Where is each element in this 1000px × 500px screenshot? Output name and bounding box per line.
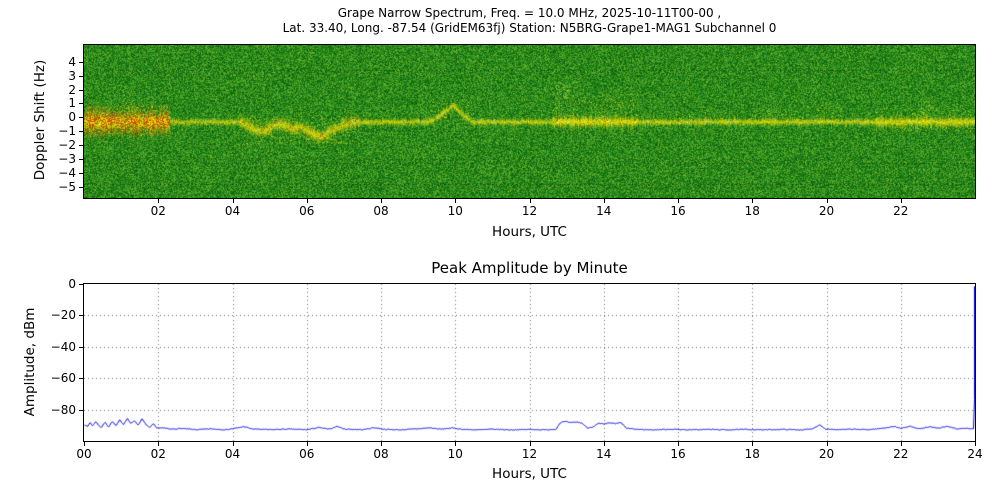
spectrogram-x-tick-mark	[827, 199, 828, 203]
spectrogram-y-tick-label: 0	[68, 110, 76, 125]
spectrogram-y-tick-label: 1	[68, 96, 76, 111]
spectrogram-y-tick-mark	[79, 145, 83, 146]
spectrogram-title-line2: Lat. 33.40, Long. -87.54 (GridEM63fj) St…	[282, 21, 777, 35]
amplitude-x-tick-mark	[678, 442, 679, 446]
spectrogram-title-line1: Grape Narrow Spectrum, Freq. = 10.0 MHz,…	[337, 6, 722, 20]
amplitude-y-tick-mark	[79, 378, 83, 379]
amplitude-x-tick-label: 18	[744, 447, 760, 461]
spectrogram-y-tick-mark	[79, 90, 83, 91]
spectrogram-y-tick-label: 2	[68, 82, 76, 97]
spectrogram-x-axis-label: Hours, UTC	[492, 224, 567, 240]
spectrogram-x-tick-mark	[233, 199, 234, 203]
amplitude-x-tick-label: 00	[76, 447, 92, 461]
spectrogram-x-tick-label: 18	[744, 204, 760, 218]
spectrogram-x-tick-mark	[678, 199, 679, 203]
amplitude-axes	[83, 283, 976, 442]
amplitude-x-tick-label: 12	[521, 447, 538, 461]
spectrogram-x-tick-label: 06	[299, 204, 315, 218]
amplitude-y-tick-label: −20	[50, 308, 76, 323]
amplitude-y-tick-mark	[79, 315, 83, 316]
spectrogram-x-tick-label: 12	[521, 204, 538, 218]
amplitude-y-tick-label: 0	[68, 277, 76, 291]
spectrogram-x-tick-mark	[752, 199, 753, 203]
amplitude-x-tick-mark	[752, 442, 753, 446]
amplitude-x-tick-mark	[827, 442, 828, 446]
amplitude-y-tick-label: −60	[50, 371, 76, 386]
spectrogram-y-tick-label: 4	[68, 54, 76, 69]
spectrogram-y-tick-mark	[79, 131, 83, 132]
amplitude-y-tick-mark	[79, 284, 83, 285]
spectrogram-y-tick-label: −2	[58, 138, 76, 153]
spectrogram-y-tick-mark	[79, 62, 83, 63]
amplitude-x-tick-mark	[233, 442, 234, 446]
spectrogram-y-tick-mark	[79, 187, 83, 188]
amplitude-x-tick-mark	[455, 442, 456, 446]
amplitude-x-tick-label: 04	[224, 447, 241, 461]
spectrogram-x-tick-label: 02	[150, 204, 166, 218]
amplitude-x-axis-label: Hours, UTC	[492, 466, 567, 482]
spectrogram-x-tick-mark	[158, 199, 159, 203]
spectrogram-image	[84, 45, 975, 198]
amplitude-y-axis-label: Amplitude, dBm	[22, 307, 38, 417]
spectrogram-y-tick-label: −1	[58, 124, 76, 139]
spectrogram-axes	[83, 44, 976, 199]
spectrogram-x-tick-mark	[604, 199, 605, 203]
amplitude-x-tick-mark	[158, 442, 159, 446]
spectrogram-x-tick-mark	[307, 199, 308, 203]
spectrogram-y-tick-mark	[79, 76, 83, 77]
amplitude-x-tick-label: 20	[818, 447, 835, 461]
spectrogram-x-tick-label: 20	[818, 204, 835, 218]
amplitude-x-tick-mark	[307, 442, 308, 446]
amplitude-x-tick-mark	[975, 442, 976, 446]
amplitude-x-tick-label: 22	[893, 447, 909, 461]
amplitude-x-tick-label: 02	[150, 447, 166, 461]
amplitude-plot-title: Peak Amplitude by Minute	[431, 259, 628, 277]
spectrogram-x-tick-label: 08	[373, 204, 389, 218]
spectrogram-x-tick-label: 22	[893, 204, 909, 218]
spectrogram-x-tick-mark	[901, 199, 902, 203]
amplitude-line-plot	[84, 284, 975, 441]
amplitude-x-tick-label: 10	[447, 447, 463, 461]
amplitude-y-tick-label: −80	[50, 402, 76, 417]
amplitude-x-tick-mark	[381, 442, 382, 446]
spectrogram-x-tick-label: 10	[447, 204, 463, 218]
amplitude-y-tick-mark	[79, 410, 83, 411]
amplitude-x-tick-label: 06	[299, 447, 315, 461]
spectrogram-y-tick-mark	[79, 159, 83, 160]
spectrogram-x-tick-label: 04	[224, 204, 241, 218]
spectrogram-x-tick-label: 16	[670, 204, 686, 218]
amplitude-x-tick-mark	[604, 442, 605, 446]
amplitude-x-tick-label: 14	[596, 447, 612, 461]
amplitude-y-tick-label: −40	[50, 339, 76, 354]
amplitude-x-tick-label: 08	[373, 447, 389, 461]
spectrogram-y-tick-label: 3	[68, 68, 76, 83]
spectrogram-y-tick-mark	[79, 173, 83, 174]
spectrogram-x-tick-mark	[381, 199, 382, 203]
amplitude-x-tick-label: 24	[967, 447, 983, 461]
spectrogram-y-tick-label: −4	[58, 165, 76, 180]
amplitude-x-tick-mark	[84, 442, 85, 446]
spectrogram-x-tick-mark	[455, 199, 456, 203]
amplitude-x-tick-label: 16	[670, 447, 686, 461]
spectrogram-x-tick-label: 14	[596, 204, 612, 218]
spectrogram-y-tick-label: −5	[58, 179, 76, 194]
amplitude-x-tick-mark	[901, 442, 902, 446]
amplitude-y-tick-mark	[79, 347, 83, 348]
spectrogram-y-tick-mark	[79, 117, 83, 118]
spectrogram-y-tick-label: −3	[58, 152, 76, 167]
spectrogram-x-tick-mark	[530, 199, 531, 203]
amplitude-x-tick-mark	[530, 442, 531, 446]
spectrogram-y-tick-mark	[79, 103, 83, 104]
